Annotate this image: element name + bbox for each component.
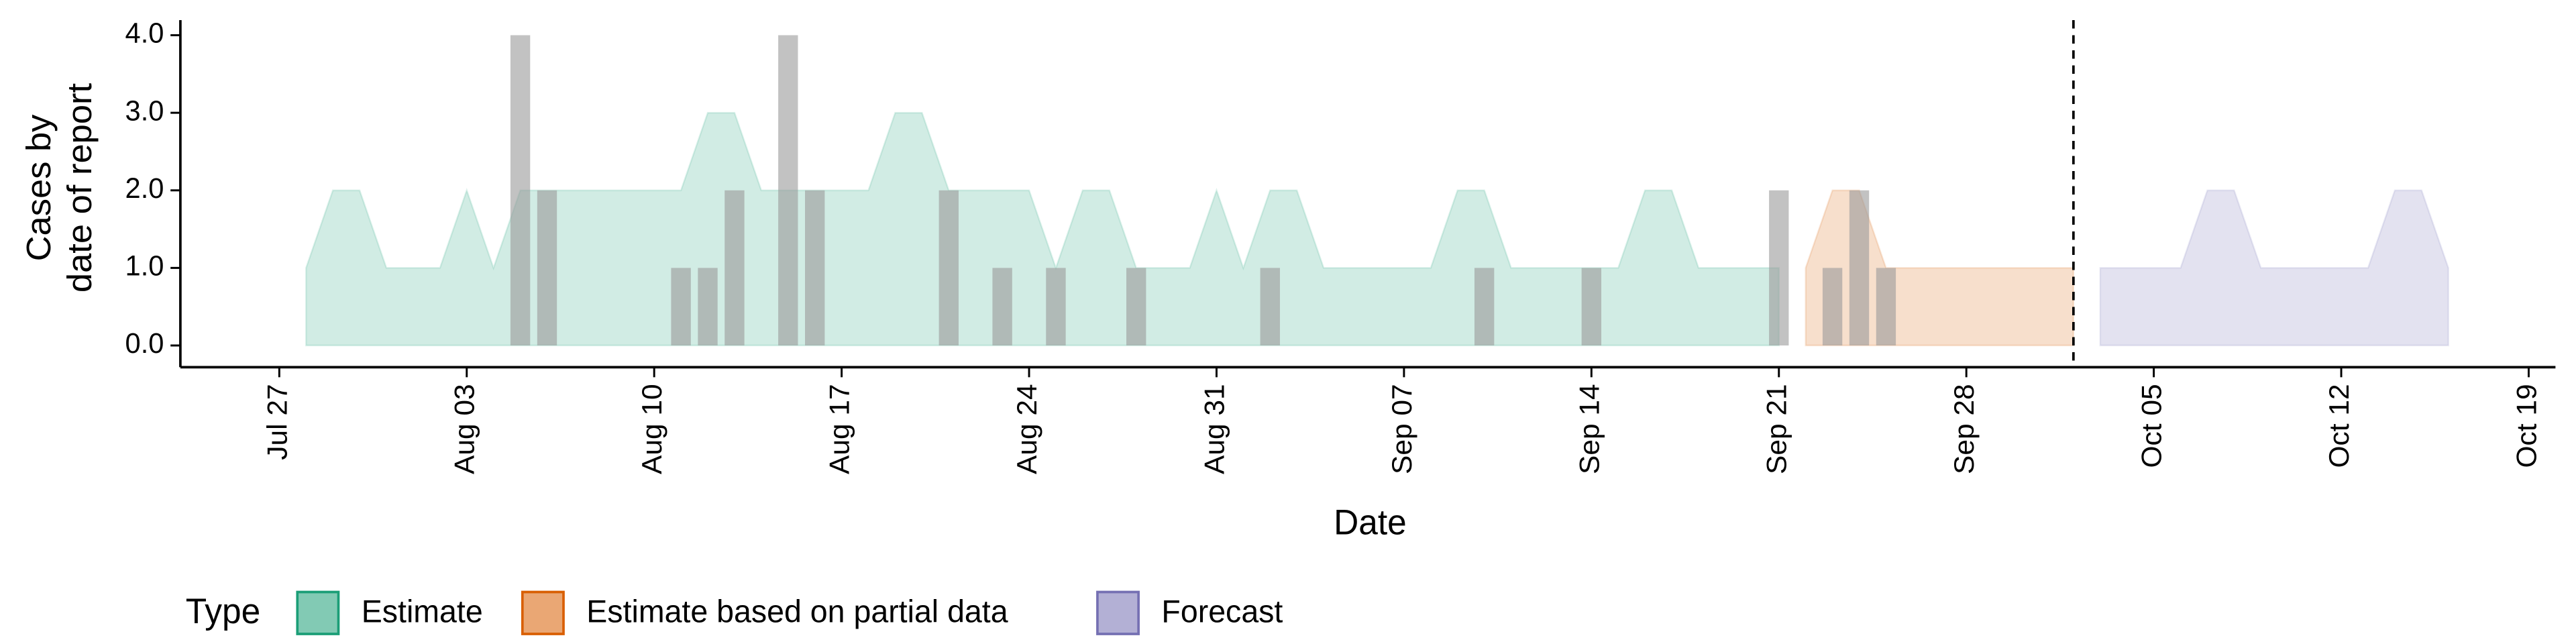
x-tick-label: Sep 21 bbox=[1761, 384, 1792, 474]
bar bbox=[698, 268, 718, 345]
x-tick-label: Aug 24 bbox=[1011, 384, 1042, 474]
x-tick-label: Jul 27 bbox=[262, 384, 293, 460]
bar bbox=[671, 268, 691, 345]
x-tick-label: Aug 31 bbox=[1199, 384, 1230, 474]
x-tick-label: Sep 07 bbox=[1386, 384, 1417, 474]
x-tick-label: Aug 03 bbox=[449, 384, 480, 474]
y-tick-label: 2.0 bbox=[125, 172, 164, 204]
legend-title: Type bbox=[186, 592, 260, 631]
area bbox=[1805, 189, 2075, 347]
bar bbox=[1822, 268, 1843, 345]
x-tick-label: Oct 19 bbox=[2511, 384, 2542, 468]
legend-swatch bbox=[296, 590, 340, 635]
legend-label: Forecast bbox=[1161, 593, 1283, 629]
bar bbox=[1876, 268, 1896, 345]
bar bbox=[1046, 268, 1066, 345]
legend-label: Estimate bbox=[362, 593, 483, 629]
x-tick-label: Sep 14 bbox=[1574, 384, 1605, 474]
bar bbox=[1474, 268, 1495, 345]
bar bbox=[724, 190, 745, 345]
bar bbox=[992, 268, 1012, 345]
y-tick-label: 3.0 bbox=[125, 95, 164, 126]
legend-swatch bbox=[521, 590, 565, 635]
x-axis-title: Date bbox=[1334, 503, 1407, 543]
x-tick-label: Aug 17 bbox=[824, 384, 855, 474]
y-axis-title: date of report bbox=[61, 83, 99, 292]
y-axis-title: Cases by bbox=[19, 115, 58, 262]
x-tick-label: Oct 12 bbox=[2323, 384, 2355, 468]
y-tick-label: 0.0 bbox=[125, 327, 164, 359]
bar bbox=[1769, 190, 1789, 345]
y-tick-label: 1.0 bbox=[125, 250, 164, 281]
bar bbox=[778, 35, 798, 345]
bar bbox=[1849, 190, 1870, 345]
x-tick-label: Aug 10 bbox=[637, 384, 668, 474]
bar bbox=[1260, 268, 1280, 345]
legend-swatch bbox=[1096, 590, 1140, 635]
x-tick-label: Oct 05 bbox=[2136, 384, 2167, 468]
legend-label: Estimate based on partial data bbox=[586, 593, 1008, 629]
bar bbox=[510, 35, 531, 345]
bar bbox=[1126, 268, 1146, 345]
bar bbox=[1581, 268, 1602, 345]
y-tick-label: 4.0 bbox=[125, 17, 164, 48]
bar bbox=[938, 190, 959, 345]
x-tick-label: Sep 28 bbox=[1949, 384, 1980, 474]
area bbox=[2099, 189, 2449, 347]
bar bbox=[805, 190, 825, 345]
bar bbox=[537, 190, 557, 345]
